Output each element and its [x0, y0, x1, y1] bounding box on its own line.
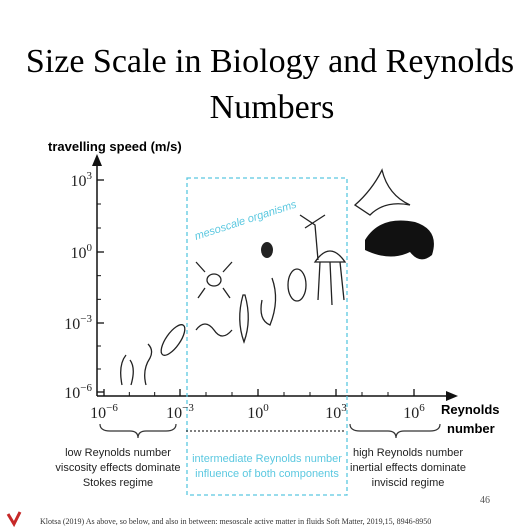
regime-label: inviscid regime	[372, 477, 445, 489]
tick-base: 10	[247, 405, 263, 422]
y-axis-label: travelling speed (m/s)	[48, 139, 182, 154]
regime-label: inertial effects dominate	[350, 462, 466, 474]
title-line: Size Scale in Biology and Reynolds	[26, 43, 514, 80]
tick-exponent: 6	[419, 402, 425, 414]
tick-exponent: 0	[87, 242, 93, 254]
tick-base: 10	[71, 173, 87, 190]
tick-base: 10	[71, 245, 87, 262]
tick-exponent: 3	[87, 170, 93, 182]
regime-label: Stokes regime	[83, 477, 153, 489]
regime-label: high Reynolds number	[353, 447, 463, 459]
regime-label: intermediate Reynolds number	[192, 453, 342, 465]
regime-label: influence of both components	[195, 468, 339, 480]
tick-exponent: 0	[263, 402, 269, 414]
x-axis-label: number	[447, 421, 495, 436]
tick-base: 10	[403, 405, 419, 422]
tick-exponent: −3	[182, 402, 194, 414]
page-number: 46	[480, 495, 490, 506]
tick-exponent: −6	[80, 382, 92, 394]
title-line: Numbers	[210, 89, 335, 126]
regime-label: low Reynolds number	[65, 447, 171, 459]
tick-base: 10	[64, 316, 80, 333]
tick-base: 10	[90, 405, 106, 422]
slide: Size Scale in Biology and Reynolds Numbe…	[0, 0, 520, 531]
tick-exponent: −6	[106, 402, 118, 414]
tick-base: 10	[166, 405, 182, 422]
x-axis-label: Reynolds	[441, 402, 500, 417]
footer: Klotsa (2019) As above, so below, and al…	[40, 517, 431, 526]
tick-exponent: 3	[341, 402, 347, 414]
tick-base: 10	[64, 385, 80, 402]
organism-illustration	[261, 242, 273, 258]
tick-base: 10	[325, 405, 341, 422]
regime-label: viscosity effects dominate	[55, 462, 180, 474]
tick-exponent: −3	[80, 313, 92, 325]
